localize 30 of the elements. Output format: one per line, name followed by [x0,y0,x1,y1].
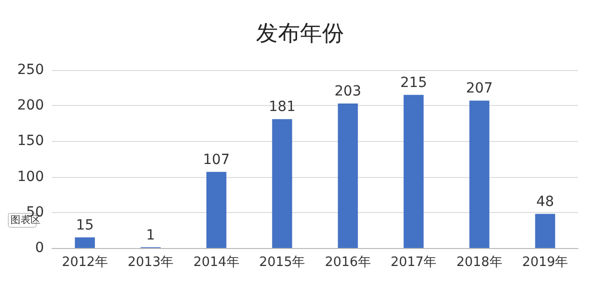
chart-title: 发布年份 [256,22,344,46]
data-label: 48 [536,194,554,210]
y-tick-label: 0 [35,240,44,256]
text: 图表区 [10,214,40,226]
bar [272,119,292,248]
x-tick-label: 2015年 [259,255,306,270]
bar [535,214,556,248]
x-tick-label: 2016年 [324,255,371,270]
data-label: 207 [466,80,493,97]
bar [74,237,95,248]
x-tick-label: 2014年 [193,255,240,270]
y-tick-label: 200 [17,98,44,114]
x-tick-label: 2017年 [390,255,437,270]
data-label: 1 [146,227,156,244]
data-label: 181 [268,99,296,116]
x-tick-label: 2019年 [522,255,568,270]
bar [469,100,490,248]
data-label: 215 [400,74,427,91]
x-tick-label: 2013年 [128,255,174,270]
bar [338,103,358,248]
x-tick-label: 2018年 [456,255,502,270]
data-label: 107 [203,152,230,168]
bar [404,94,424,248]
y-tick-label: 250 [17,62,44,78]
y-tick-label: 100 [17,168,44,185]
x-tick-label: 2012年 [62,255,108,270]
data-label: 203 [334,83,362,100]
data-label: 15 [76,217,94,234]
bar [206,172,226,248]
y-tick-label: 150 [17,133,44,150]
